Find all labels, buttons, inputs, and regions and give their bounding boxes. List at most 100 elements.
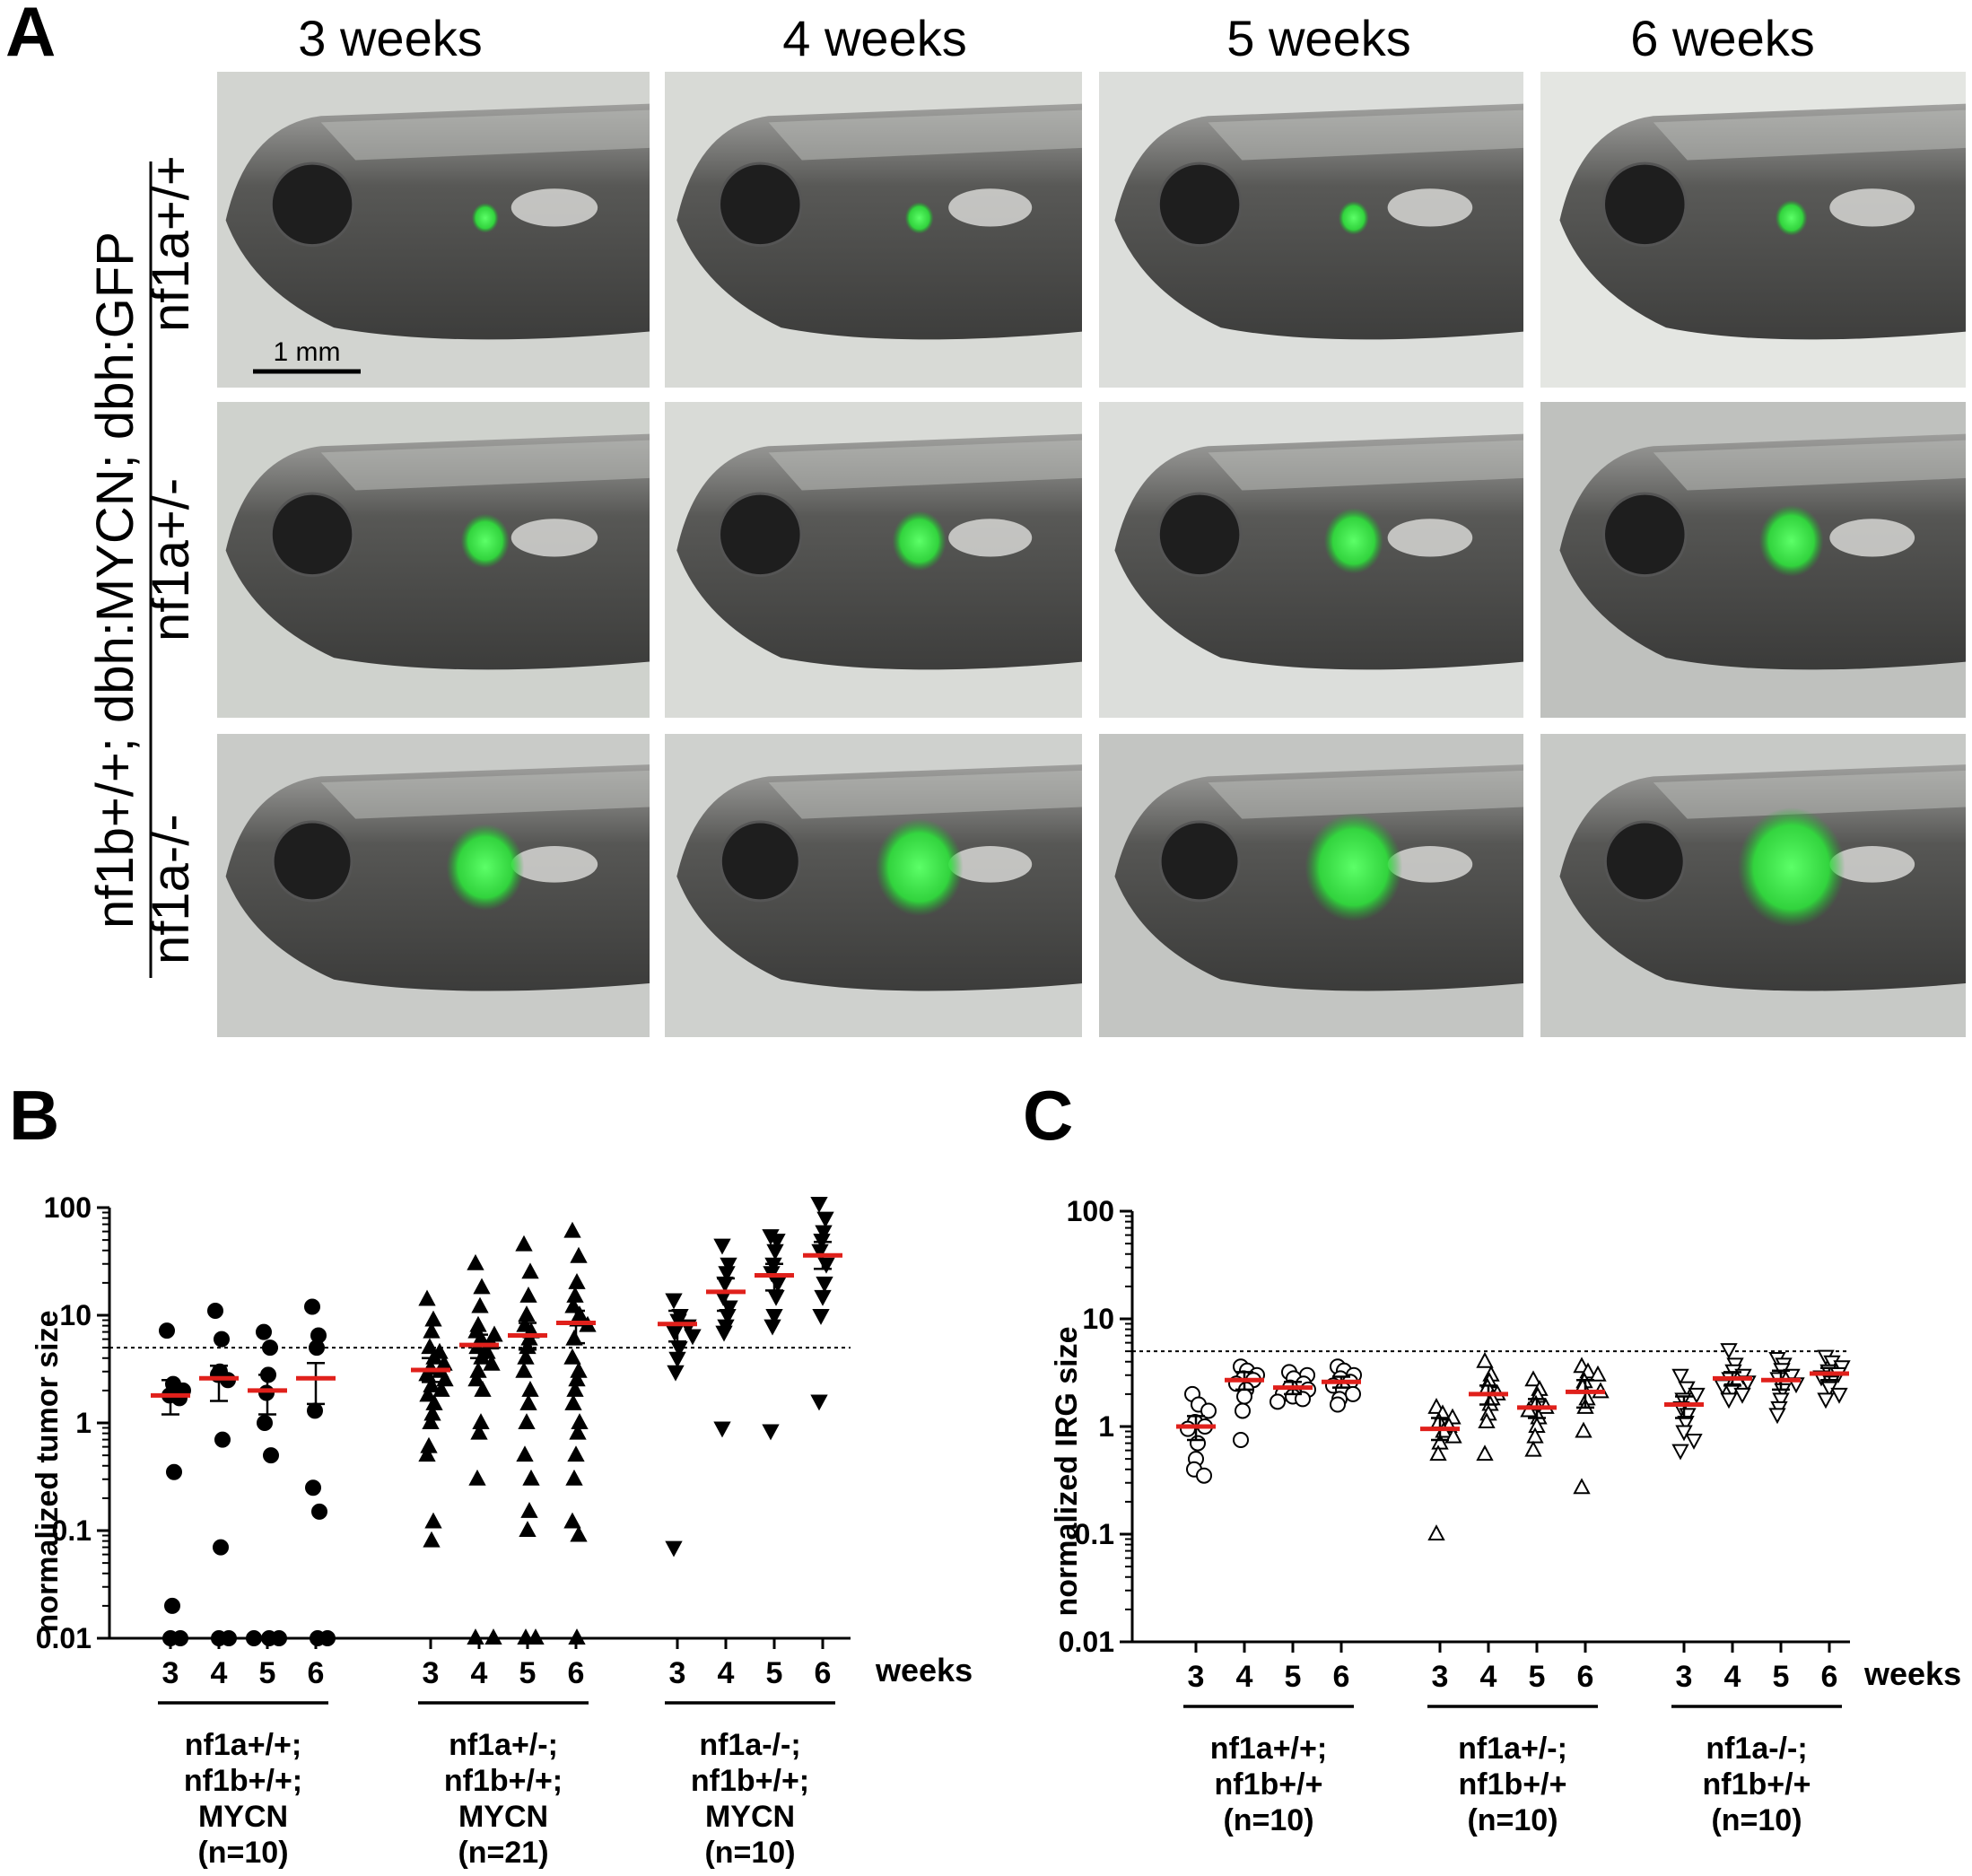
data-point xyxy=(666,1325,684,1342)
y-tick-label: 0.01 xyxy=(1059,1626,1114,1658)
data-point xyxy=(1345,1385,1361,1402)
data-point xyxy=(171,1390,188,1407)
data-point xyxy=(1196,1467,1212,1484)
data-point xyxy=(769,1276,787,1293)
swim-bladder xyxy=(1829,519,1915,557)
data-point xyxy=(570,1246,588,1263)
y-tick-label: 100 xyxy=(1067,1195,1114,1227)
panel-c-x-unit-label: weeks xyxy=(1863,1655,1961,1692)
panel-b-y-axis-label: normalized tumor size xyxy=(31,1311,65,1633)
swim-bladder xyxy=(948,846,1033,883)
data-point xyxy=(214,1331,230,1348)
data-point xyxy=(1476,1444,1494,1462)
data-point xyxy=(470,1423,488,1440)
x-tick-label: 6 xyxy=(308,1656,325,1690)
row-label-nf1a-wt: nf1a+/+ xyxy=(142,155,200,332)
x-tick-label: 4 xyxy=(1480,1660,1497,1694)
x-tick-label: 3 xyxy=(1676,1660,1693,1694)
data-point xyxy=(810,1197,828,1213)
gfp-signal xyxy=(460,513,510,569)
data-point xyxy=(519,1286,537,1303)
group-label-line: nf1a-/-; xyxy=(1706,1732,1807,1766)
x-tick-label: 5 xyxy=(519,1656,537,1690)
data-point xyxy=(519,1393,537,1410)
data-point xyxy=(715,1325,733,1342)
group-label-line: nf1b+/+ xyxy=(1215,1767,1323,1802)
x-tick-label: 5 xyxy=(1285,1660,1302,1694)
data-point xyxy=(1478,1412,1496,1429)
data-point xyxy=(1575,1421,1592,1438)
micrograph-r1-c1 xyxy=(217,72,650,388)
data-point xyxy=(668,1351,686,1368)
x-tick-label: 4 xyxy=(211,1656,228,1690)
group-label-line: (n=10) xyxy=(197,1836,288,1870)
data-point xyxy=(564,1393,582,1410)
data-point xyxy=(1180,1420,1196,1437)
micrograph-r2-c3 xyxy=(1099,402,1523,718)
data-point xyxy=(568,1272,586,1289)
data-point xyxy=(1675,1425,1693,1442)
group-label-line: nf1b+/+ xyxy=(1703,1767,1811,1802)
data-point xyxy=(423,1322,441,1339)
data-point xyxy=(309,1339,325,1357)
x-tick-label: 3 xyxy=(1432,1660,1449,1694)
data-point xyxy=(713,1421,731,1438)
data-point xyxy=(1235,1402,1251,1419)
fish-eye xyxy=(269,161,355,248)
micrograph-r3-c4 xyxy=(1540,734,1966,1037)
group-label-line: nf1b+/+; xyxy=(184,1764,302,1798)
y-tick-label: 1 xyxy=(1098,1410,1114,1443)
x-tick-label: 6 xyxy=(1333,1660,1350,1694)
group-2: 3 4 5 6 nf1a+/-;nf1b+/+;MYCN(n=21) xyxy=(411,1221,597,1870)
data-point xyxy=(1190,1435,1206,1452)
panel-c-chart: C normalized IRG size weeks 100 10 1 0.1 0.0… xyxy=(1023,1076,1961,1837)
gfp-signal xyxy=(892,510,947,572)
fish-dorsal-stripe xyxy=(320,770,650,819)
data-point xyxy=(432,1380,450,1397)
data-point xyxy=(1233,1431,1249,1448)
group-label-line: (n=21) xyxy=(458,1836,548,1870)
data-point xyxy=(563,1221,581,1238)
y-tick-label: 0.1 xyxy=(1075,1518,1114,1550)
group-label-line: MYCN xyxy=(705,1800,795,1834)
swim-bladder xyxy=(1829,188,1915,227)
x-tick-label: 5 xyxy=(766,1656,783,1690)
micrograph-r2-c2 xyxy=(665,402,1082,718)
group-label-line: nf1a+/+; xyxy=(185,1728,301,1762)
data-point xyxy=(814,1289,832,1306)
x-tick-label: 3 xyxy=(669,1656,686,1690)
fish-body xyxy=(225,433,650,670)
data-point xyxy=(1783,1368,1801,1385)
gfp-signal xyxy=(1758,504,1824,577)
data-point xyxy=(684,1329,702,1346)
x-tick-label: 6 xyxy=(1577,1660,1594,1694)
micrograph-r3-c2 xyxy=(665,734,1082,1037)
panel-c-letter: C xyxy=(1023,1076,1073,1155)
data-point xyxy=(810,1394,828,1411)
y-tick-label: 10 xyxy=(59,1299,92,1331)
data-point xyxy=(1671,1444,1689,1461)
swim-bladder xyxy=(1829,846,1915,883)
data-point xyxy=(563,1348,581,1365)
group-label-line: nf1b+/+; xyxy=(444,1764,563,1798)
data-point xyxy=(522,1469,540,1486)
swim-bladder xyxy=(510,519,598,557)
group-3: 3 4 5 6 nf1a-/-;nf1b+/+;MYCN(n=10) xyxy=(658,1197,842,1870)
data-point xyxy=(766,1243,784,1261)
gfp-signal xyxy=(1338,200,1369,235)
x-tick-label: 6 xyxy=(1821,1660,1838,1694)
micrograph-r3-c1 xyxy=(217,734,650,1037)
data-point xyxy=(1429,1444,1447,1462)
data-point xyxy=(1733,1387,1751,1404)
data-point xyxy=(1427,1524,1445,1540)
data-point xyxy=(246,1630,262,1646)
data-point xyxy=(423,1531,441,1548)
data-point xyxy=(713,1238,731,1255)
x-tick-label: 4 xyxy=(471,1656,488,1690)
x-tick-label: 4 xyxy=(1724,1660,1741,1694)
data-point xyxy=(1671,1368,1689,1385)
fish-eye xyxy=(1602,161,1688,248)
data-point xyxy=(568,1628,586,1645)
swim-bladder xyxy=(1387,188,1473,227)
fish-dorsal-stripe xyxy=(1653,109,1966,161)
